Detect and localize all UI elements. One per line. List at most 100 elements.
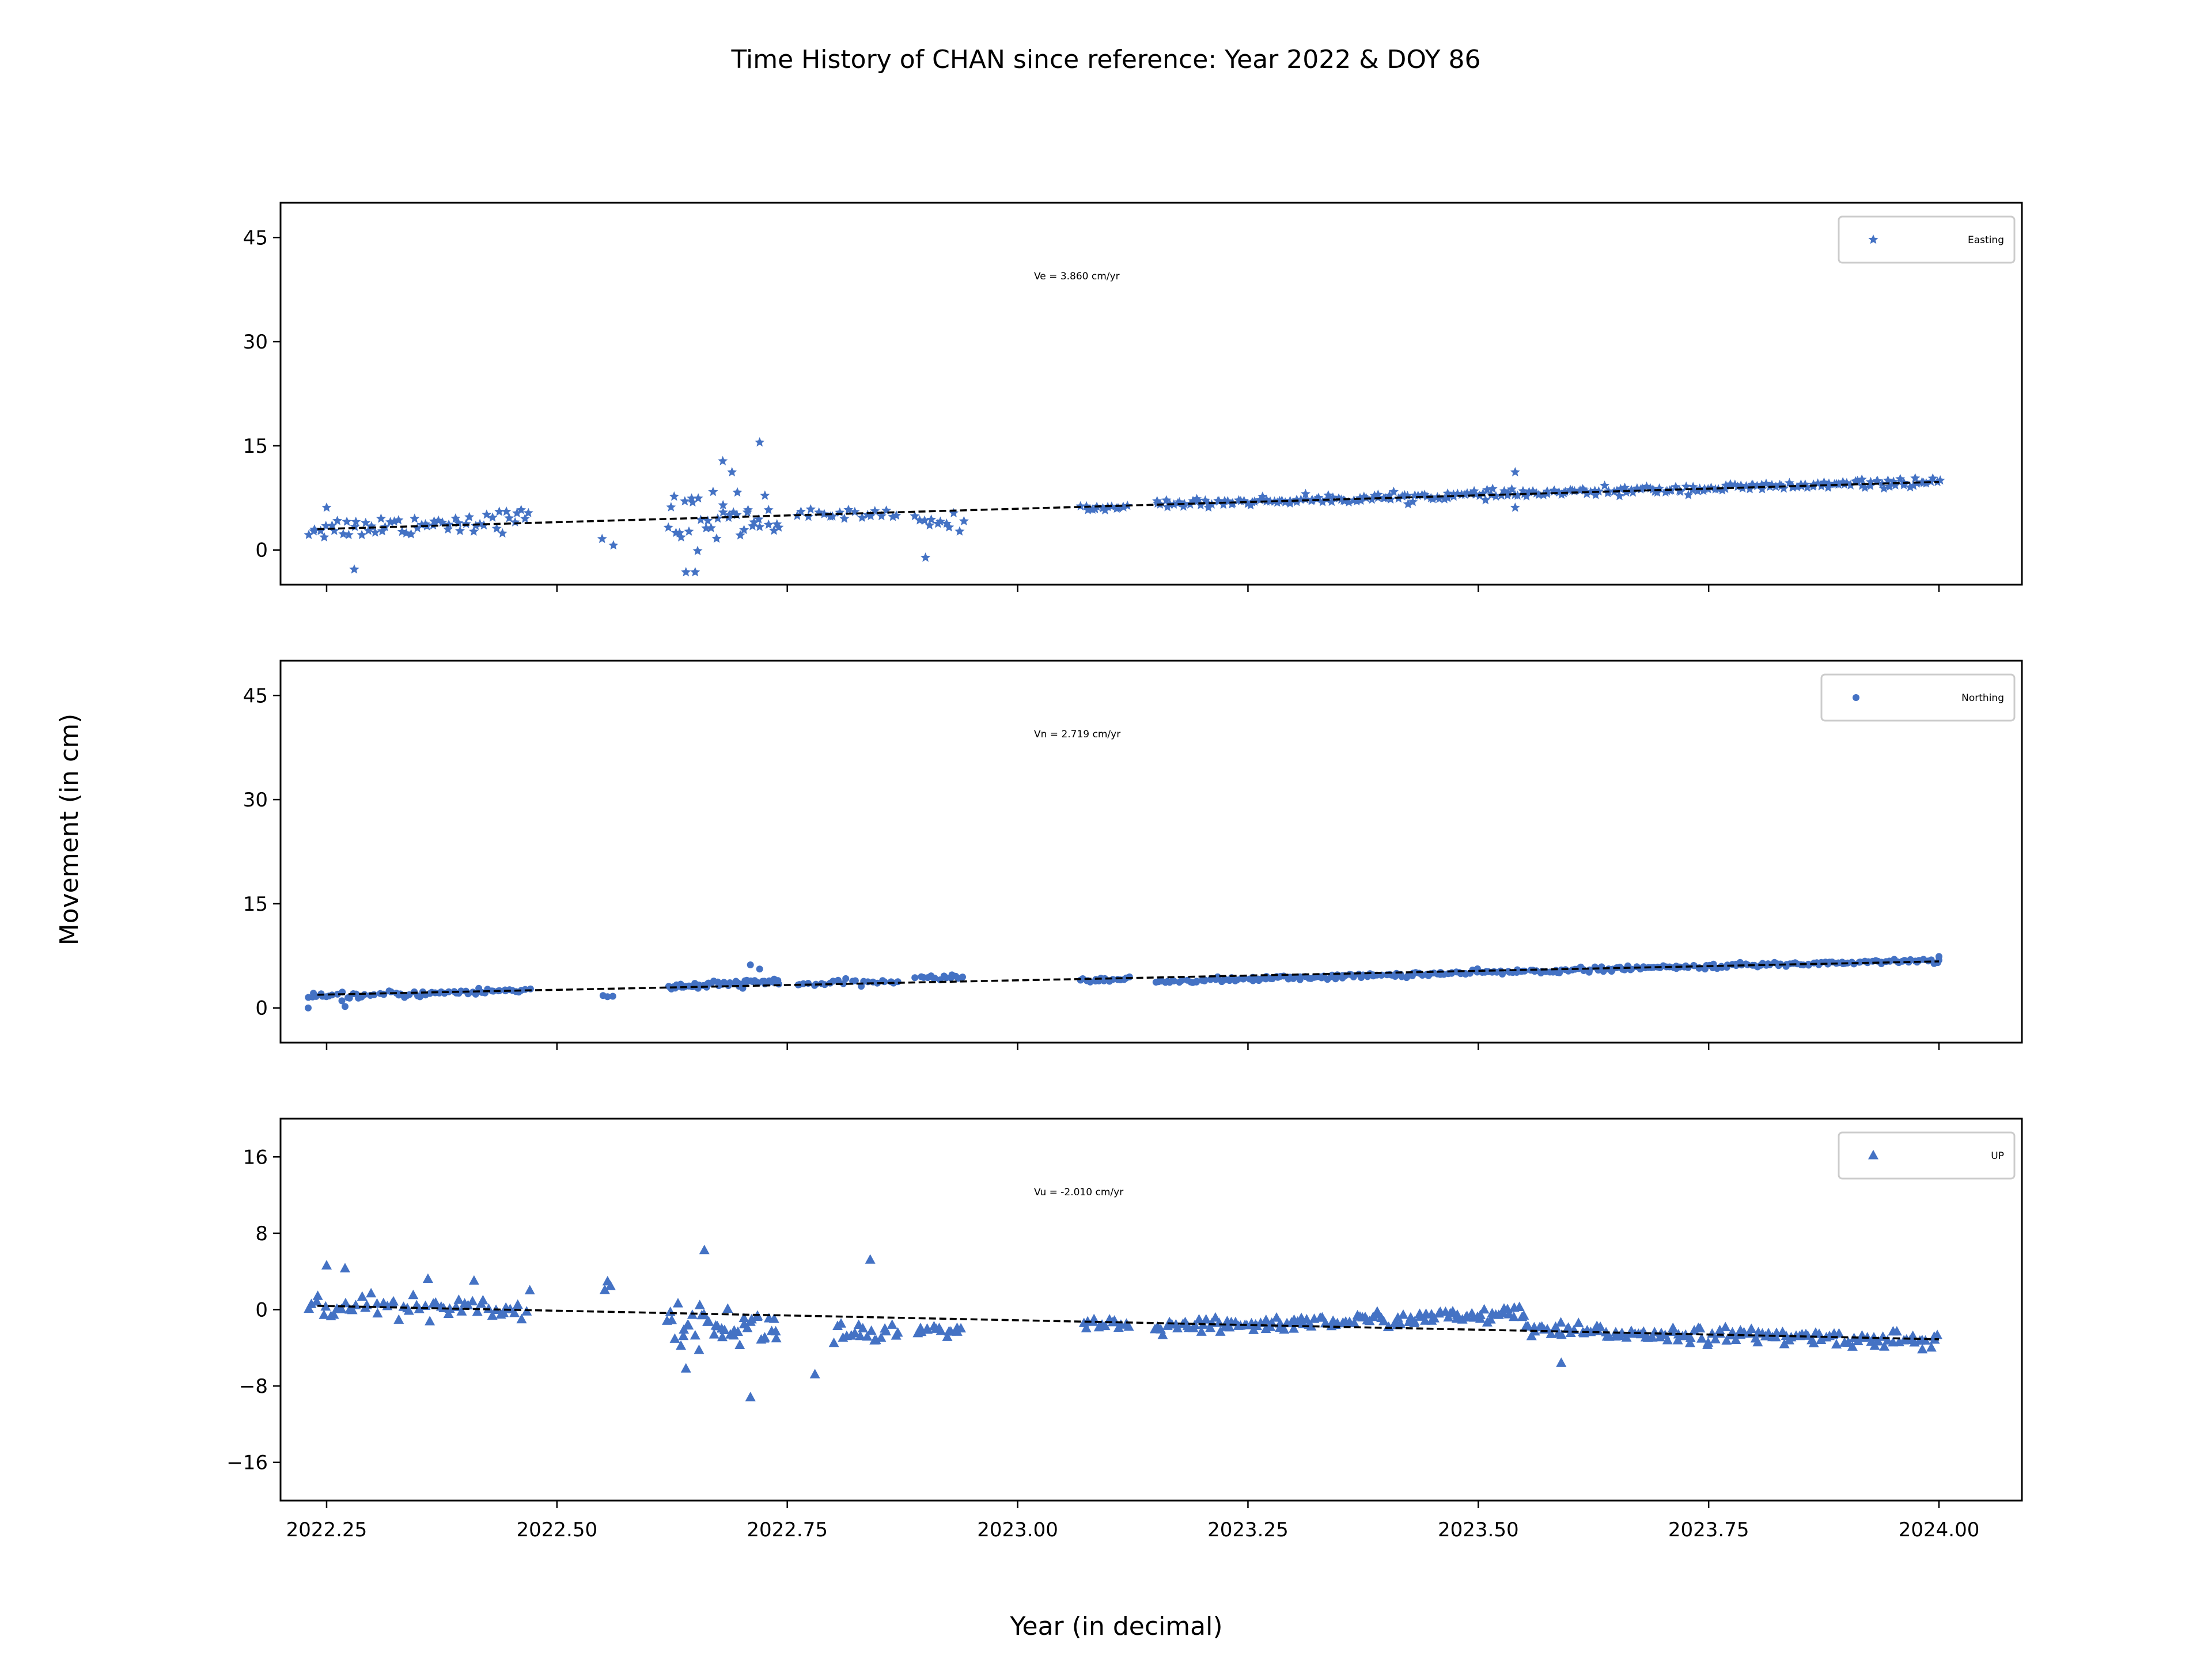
x-tick-label: 2023.00 [977, 1518, 1058, 1541]
data-point [1717, 485, 1728, 495]
data-point [911, 974, 919, 982]
data-point [1926, 1342, 1937, 1352]
data-point [1126, 973, 1133, 980]
data-point [1814, 1328, 1825, 1338]
data-point [306, 1298, 317, 1308]
data-point [349, 564, 359, 574]
data-point [1194, 1314, 1205, 1324]
data-point [680, 1363, 691, 1373]
data-point [1403, 499, 1413, 509]
data-point [745, 1391, 756, 1402]
data-point [805, 504, 816, 514]
data-point [320, 1301, 331, 1311]
data-point [443, 1308, 454, 1318]
data-point [1720, 1321, 1731, 1331]
axes-frame [279, 660, 2023, 1044]
data-point [393, 1314, 404, 1324]
data-point [338, 997, 346, 1005]
data-point [342, 1003, 349, 1010]
data-point [722, 1303, 733, 1313]
data-point [339, 1263, 350, 1272]
data-point [1831, 1339, 1842, 1349]
data-point [749, 517, 759, 527]
data-point [370, 991, 378, 998]
data-point [1442, 493, 1453, 502]
subplot-easting: 0 15 30 45 Ve = 3.860 cm/yr Easting [243, 202, 2023, 592]
data-point [1675, 486, 1685, 496]
data-point [1224, 1321, 1235, 1332]
data-point [1320, 1317, 1331, 1328]
data-point [1388, 486, 1399, 497]
data-point [494, 506, 505, 516]
data-point [1779, 483, 1789, 493]
y-tick-label: −8 [239, 1375, 268, 1398]
data-point [925, 520, 935, 530]
data-point [1157, 1330, 1168, 1339]
data-point [732, 510, 742, 520]
data-point [1349, 1317, 1360, 1327]
data-point [406, 529, 416, 539]
data-point [1350, 973, 1357, 980]
data-point [732, 1326, 743, 1336]
data-point [1628, 487, 1638, 497]
legend-box [1820, 673, 2016, 722]
data-point [444, 519, 454, 529]
data-point [718, 499, 728, 510]
data-point [663, 522, 673, 532]
data-point [857, 512, 868, 522]
data-point [1480, 495, 1491, 505]
data-point [888, 512, 898, 521]
x-tick-label: 2024.00 [1899, 1518, 1980, 1541]
data-point [703, 1316, 714, 1326]
data-point [676, 1340, 687, 1350]
data-point [680, 496, 690, 506]
data-point [1846, 480, 1856, 490]
data-point [709, 1329, 719, 1339]
y-tick-label: 30 [243, 331, 268, 354]
data-point [1816, 1334, 1827, 1344]
data-point [1614, 491, 1624, 501]
data-point [478, 1294, 488, 1305]
data-point [1687, 484, 1698, 495]
data-point [1546, 1328, 1556, 1338]
trend-line [317, 960, 1940, 996]
data-point [836, 1318, 847, 1328]
data-point [1710, 1334, 1721, 1344]
y-tick-label: 45 [243, 684, 268, 707]
data-point [1499, 971, 1506, 978]
data-point [524, 1285, 535, 1295]
data-point [743, 505, 753, 514]
legend-box [1838, 215, 2016, 264]
velocity-annotation: Vn = 2.719 cm/yr [1034, 729, 1120, 740]
data-point [727, 467, 737, 476]
data-point [891, 510, 902, 520]
data-point [1378, 1316, 1389, 1325]
data-point [739, 525, 749, 535]
data-point [1573, 1317, 1584, 1327]
data-point [1510, 502, 1520, 512]
data-point [1662, 1335, 1673, 1344]
data-point [1884, 481, 1895, 491]
data-point [1746, 1323, 1757, 1333]
data-point [699, 1244, 710, 1255]
data-point [732, 487, 743, 497]
data-point [376, 513, 386, 523]
data-point [830, 978, 837, 985]
data-point [1300, 488, 1310, 498]
velocity-annotation: Vu = -2.010 cm/yr [1034, 1187, 1123, 1198]
data-point [1306, 1321, 1317, 1331]
data-point [1600, 480, 1610, 490]
legend-marker [1868, 234, 1878, 244]
data-point [312, 1290, 323, 1300]
subplot-northing: 0 15 30 45 Vn = 2.719 cm/yr Northing [243, 660, 2023, 1050]
y-tick-label: 45 [243, 226, 268, 249]
data-point [305, 1004, 312, 1012]
data-point [718, 456, 728, 465]
data-point [809, 1369, 820, 1378]
legend-marker [1868, 1150, 1878, 1160]
data-point [690, 1330, 700, 1340]
data-point [1891, 1325, 1902, 1336]
data-point [1395, 1319, 1406, 1328]
data-point [1720, 483, 1730, 493]
